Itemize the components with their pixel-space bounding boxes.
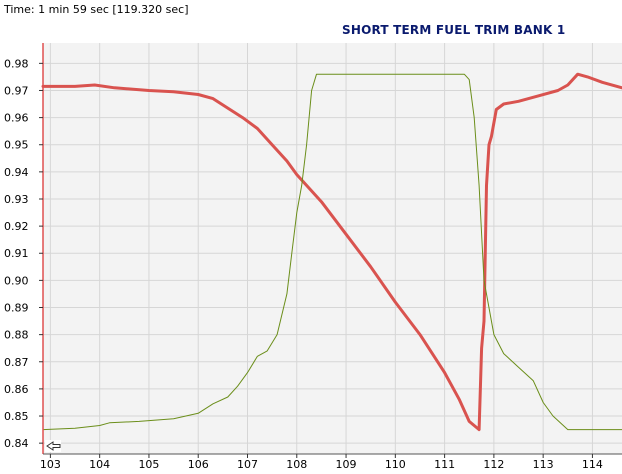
x-tick-label: 111 — [434, 458, 455, 471]
y-tick-label: 0.89 — [4, 302, 29, 315]
y-tick-label: 0.86 — [4, 383, 29, 396]
y-tick-label: 0.85 — [4, 410, 29, 423]
series-line-green — [42, 73, 622, 431]
y-tick-label: 0.91 — [4, 247, 29, 260]
x-tick-label: 113 — [533, 458, 554, 471]
x-tick-label: 109 — [336, 458, 357, 471]
x-tick-label: 110 — [385, 458, 406, 471]
y-tick-label: 0.95 — [4, 139, 29, 152]
y-tick-labels: 0.84 0.85 0.86 0.87 0.88 0.89 0.90 0.91 0.92 0.93… — [4, 57, 29, 450]
y-tick-label: 0.92 — [4, 220, 29, 233]
x-tick-label: 104 — [89, 458, 110, 471]
x-tick-label: 114 — [582, 458, 603, 471]
grid-layer — [43, 43, 622, 454]
y-tick-label: 0.87 — [4, 356, 29, 369]
x-tick-label: 105 — [138, 458, 159, 471]
x-tick-label: 108 — [286, 458, 307, 471]
x-tick-label: 103 — [40, 458, 61, 471]
y-tick-label: 0.84 — [4, 437, 29, 450]
chart-title: SHORT TERM FUEL TRIM BANK 1 — [342, 23, 566, 37]
axis-layer — [39, 43, 622, 458]
y-tick-label: 0.88 — [4, 329, 29, 342]
scroll-left-arrow-icon[interactable] — [45, 440, 61, 452]
x-tick-label: 106 — [188, 458, 209, 471]
plot-area — [43, 43, 622, 454]
y-tick-label: 0.97 — [4, 84, 29, 97]
series-layer — [41, 72, 622, 432]
y-tick-label: 0.96 — [4, 112, 29, 125]
series-line-red — [41, 72, 622, 432]
x-tick-label: 112 — [483, 458, 504, 471]
y-tick-label: 0.90 — [4, 274, 29, 287]
x-tick-labels: 103 104 105 106 107 108 109 110 111 112 113 114 — [40, 458, 603, 471]
y-tick-label: 0.94 — [4, 166, 29, 179]
y-tick-label: 0.98 — [4, 57, 29, 70]
x-tick-label: 107 — [237, 458, 258, 471]
time-readout: Time: 1 min 59 sec [119.320 sec] — [4, 3, 189, 16]
y-tick-label: 0.93 — [4, 193, 29, 206]
